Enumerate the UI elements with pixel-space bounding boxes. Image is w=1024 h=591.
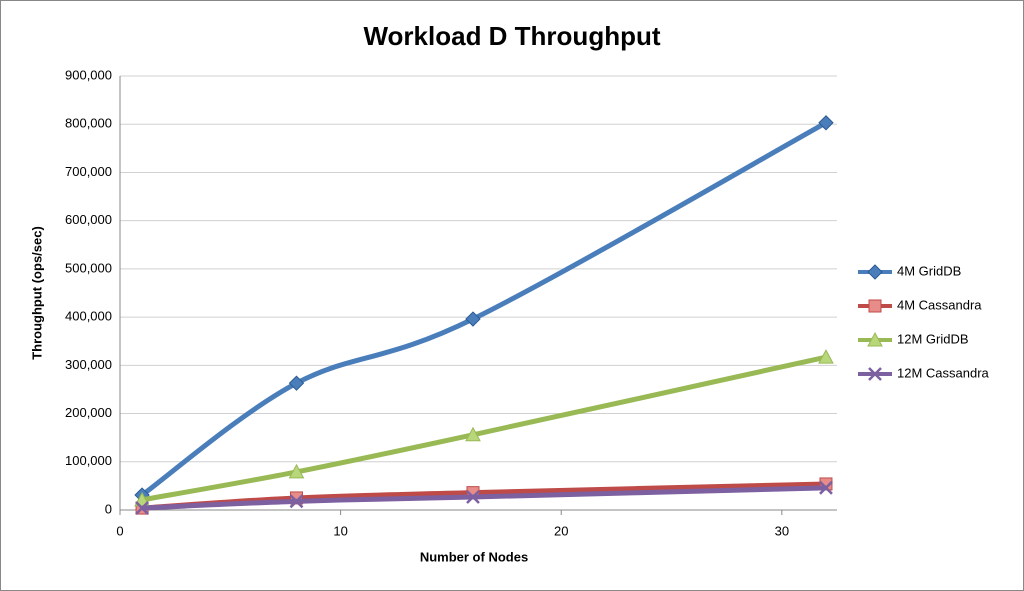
y-tick-label: 600,000 [65,212,112,227]
point-marker [466,490,480,504]
point-marker [289,494,304,509]
point-marker [867,264,883,280]
y-tick-label: 200,000 [65,405,112,420]
y-tick-label: 800,000 [65,116,112,131]
x-tick-label: 0 [116,523,123,538]
point-marker [868,299,882,313]
series-line [140,120,828,498]
legend-label: 4M GridDB [897,263,961,278]
point-marker [135,501,149,515]
point-marker [818,115,834,131]
legend-label: 12M Cassandra [897,365,990,380]
legend-label: 4M Cassandra [897,297,982,312]
x-tick-label: 20 [554,523,568,538]
y-tick-label: 100,000 [65,453,112,468]
point-marker [818,349,834,364]
legend-label: 12M GridDB [897,331,969,346]
y-tick-label: 400,000 [65,309,112,324]
point-marker [819,480,833,495]
point-marker [465,426,481,442]
x-tick-label: 30 [775,523,789,538]
point-marker [868,367,882,381]
y-tick-label: 0 [105,501,112,516]
point-marker [288,463,305,479]
point-marker [465,311,481,327]
point-marker [867,331,883,347]
x-tick-label: 10 [333,523,347,538]
y-tick-label: 300,000 [65,357,112,372]
y-tick-label: 700,000 [65,164,112,179]
chart-title: Workload D Throughput [363,21,660,51]
y-tick-label: 900,000 [65,67,112,82]
series-line [141,485,827,511]
series-line [141,354,827,503]
y-tick-label: 500,000 [65,260,112,275]
y-axis-label: Throughput (ops/sec) [29,226,44,360]
x-axis-label: Number of Nodes [420,549,528,564]
point-marker [288,375,305,391]
